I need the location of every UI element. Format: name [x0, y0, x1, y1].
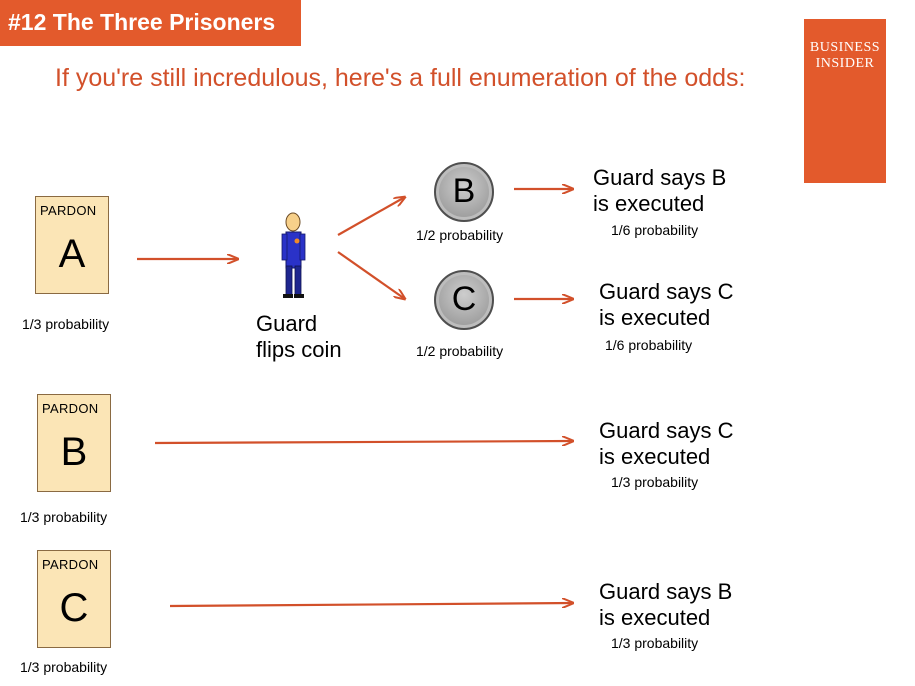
- coin-b-probability: 1/2 probability: [416, 227, 504, 243]
- pardon-card-a: PARDON A: [35, 196, 109, 294]
- arrow-guard-to-coin-b: [337, 197, 405, 236]
- pardon-card-c: PARDON C: [37, 550, 111, 648]
- outcome-4-line-1: Guard says B: [599, 579, 733, 604]
- outcome-3-line-2: is executed: [599, 444, 711, 469]
- slide-title-banner: #12 The Three Prisoners: [0, 0, 301, 46]
- pardon-card-b: PARDON B: [37, 394, 111, 492]
- outcome-2-probability: 1/6 probability: [605, 337, 693, 353]
- slide-subtitle: If you're still incredulous, here's a fu…: [55, 64, 746, 92]
- logo-line-2: INSIDER: [815, 56, 875, 71]
- pardon-card-letter: C: [59, 586, 89, 630]
- pardon-card-heading: PARDON: [42, 557, 99, 572]
- pardon-card-letter: A: [58, 232, 86, 276]
- coin-b: B: [434, 162, 494, 222]
- coin-letter: B: [452, 172, 476, 210]
- slide-title: #12 The Three Prisoners: [8, 9, 276, 35]
- outcome-1-probability: 1/6 probability: [611, 222, 699, 238]
- outcome-3-line-1: Guard says C: [599, 418, 734, 443]
- card-a-probability: 1/3 probability: [22, 316, 110, 332]
- coin-letter: C: [451, 280, 477, 318]
- outcome-2-line-2: is executed: [599, 305, 711, 330]
- card-c-probability: 1/3 probability: [20, 659, 108, 675]
- arrow-guard-to-coin-c: [337, 251, 405, 299]
- business-insider-logo: BUSINESS INSIDER: [804, 19, 886, 183]
- card-b-probability: 1/3 probability: [20, 509, 108, 525]
- guard-label-line-2: flips coin: [256, 337, 342, 362]
- guard-figure-icon: [281, 212, 306, 298]
- pardon-card-letter: B: [60, 430, 88, 474]
- arrow-c-to-outcome: [169, 603, 573, 606]
- outcome-4-line-2: is executed: [599, 605, 711, 630]
- outcome-1-line-1: Guard says B: [593, 165, 727, 190]
- outcome-4-probability: 1/3 probability: [611, 635, 699, 651]
- arrow-b-to-outcome: [154, 441, 573, 443]
- coin-c-probability: 1/2 probability: [416, 343, 504, 359]
- pardon-card-heading: PARDON: [42, 401, 99, 416]
- guard-label-line-1: Guard: [256, 311, 318, 336]
- coin-c: C: [434, 270, 494, 330]
- outcome-2-line-1: Guard says C: [599, 279, 734, 304]
- pardon-card-heading: PARDON: [40, 203, 97, 218]
- outcome-1-line-2: is executed: [593, 191, 705, 216]
- logo-line-1: BUSINESS: [809, 40, 881, 55]
- outcome-3-probability: 1/3 probability: [611, 474, 699, 490]
